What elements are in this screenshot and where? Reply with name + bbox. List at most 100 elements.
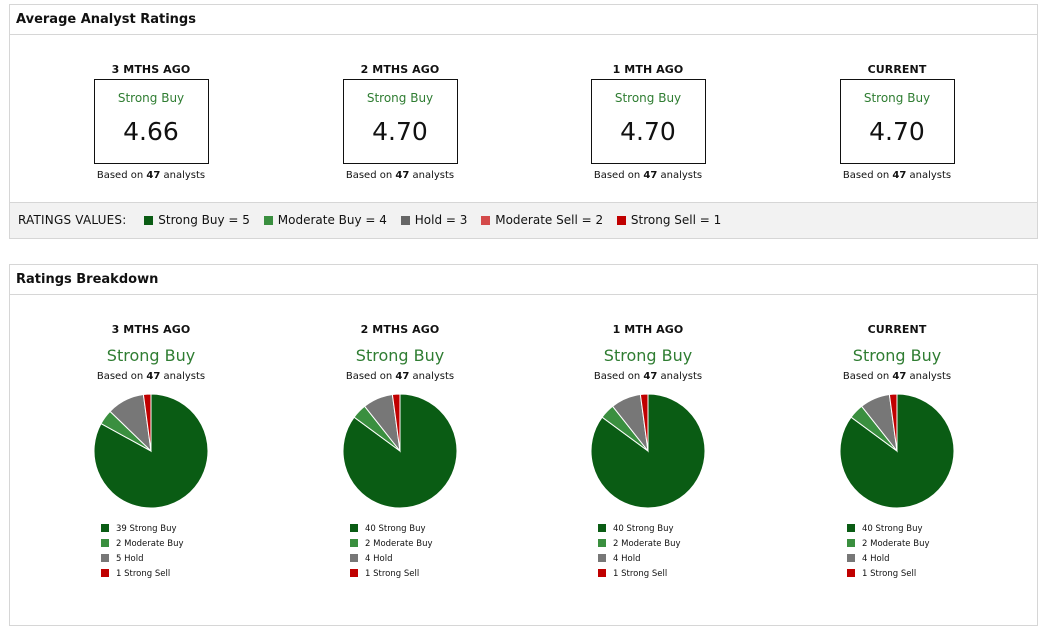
rating-label: Strong Buy <box>117 91 185 105</box>
summary-period-current: CURRENT Strong Buy 4.70 Based on 47 anal… <box>777 63 1017 181</box>
legend-hold: Hold = 3 <box>400 213 467 227</box>
breakdown-period-2m: 2 MTHS AGO Strong Buy Based on 47 analys… <box>280 323 520 582</box>
swatch-icon <box>598 539 606 547</box>
period-label: 2 MTHS AGO <box>360 63 440 76</box>
swatch-icon <box>144 216 154 225</box>
period-label: CURRENT <box>867 323 927 336</box>
rating-box: Strong Buy 4.70 <box>342 79 458 164</box>
based-on-text: Based on 47 analysts <box>842 170 952 181</box>
pie-legend-item: 39 Strong Buy <box>101 522 201 537</box>
period-label: 1 MTH AGO <box>612 63 684 76</box>
period-label: 1 MTH AGO <box>612 323 684 336</box>
breakdown-period-1m: 1 MTH AGO Strong Buy Based on 47 analyst… <box>528 323 768 582</box>
swatch-icon <box>350 569 358 577</box>
swatch-icon <box>263 216 273 225</box>
average-analyst-ratings-panel: Average Analyst Ratings 3 MTHS AGO Stron… <box>9 4 1038 239</box>
consensus-label: Strong Buy <box>106 346 196 365</box>
pie-chart <box>92 392 210 510</box>
swatch-icon <box>101 569 109 577</box>
pie-chart <box>589 392 707 510</box>
swatch-icon <box>847 539 855 547</box>
rating-box: Strong Buy 4.70 <box>590 79 706 164</box>
swatch-icon <box>101 539 109 547</box>
analyst-count: 47 <box>146 170 161 181</box>
period-label: 3 MTHS AGO <box>111 63 191 76</box>
pie-chart-svg <box>93 393 209 509</box>
consensus-label: Strong Buy <box>603 346 693 365</box>
swatch-icon <box>101 524 109 532</box>
pie-legend: 40 Strong Buy 2 Moderate Buy 4 Hold 1 St… <box>350 522 450 582</box>
analyst-count: 47 <box>892 371 907 382</box>
pie-slice-strong-sell <box>888 393 898 452</box>
pie-legend-item: 5 Hold <box>101 552 201 567</box>
pie-legend: 40 Strong Buy 2 Moderate Buy 4 Hold 1 St… <box>598 522 698 582</box>
pie-chart-svg <box>839 393 955 509</box>
analyst-count: 47 <box>892 170 907 181</box>
pie-legend-item: 40 Strong Buy <box>598 522 698 537</box>
rating-label: Strong Buy <box>366 91 434 105</box>
pie-chart-svg <box>590 393 706 509</box>
ratings-values-legend: RATINGS VALUES: Strong Buy = 5 Moderate … <box>10 202 1037 238</box>
legend-moderate-sell: Moderate Sell = 2 <box>481 213 603 227</box>
consensus-label: Strong Buy <box>355 346 445 365</box>
pie-chart <box>838 392 956 510</box>
swatch-icon <box>847 554 855 562</box>
based-on-text: Based on 47 analysts <box>842 371 952 382</box>
pie-chart <box>341 392 459 510</box>
legend-strong-sell: Strong Sell = 1 <box>616 213 721 227</box>
based-on-text: Based on 47 analysts <box>593 170 703 181</box>
pie-legend-item: 2 Moderate Buy <box>350 537 450 552</box>
pie-legend-item: 1 Strong Sell <box>847 567 947 582</box>
swatch-icon <box>598 569 606 577</box>
based-on-text: Based on 47 analysts <box>345 170 455 181</box>
pie-legend-item: 4 Hold <box>847 552 947 567</box>
based-on-text: Based on 47 analysts <box>96 170 206 181</box>
rating-value: 4.70 <box>869 117 925 146</box>
period-label: 2 MTHS AGO <box>360 323 440 336</box>
analyst-count: 47 <box>146 371 161 382</box>
pie-legend-item: 1 Strong Sell <box>350 567 450 582</box>
based-on-text: Based on 47 analysts <box>96 371 206 382</box>
breakdown-period-3m: 3 MTHS AGO Strong Buy Based on 47 analys… <box>31 323 271 582</box>
pie-legend-item: 4 Hold <box>598 552 698 567</box>
swatch-icon <box>847 524 855 532</box>
summary-period-3m: 3 MTHS AGO Strong Buy 4.66 Based on 47 a… <box>31 63 271 181</box>
rating-box: Strong Buy 4.66 <box>93 79 209 164</box>
analyst-count: 47 <box>643 371 658 382</box>
summary-period-1m: 1 MTH AGO Strong Buy 4.70 Based on 47 an… <box>528 63 768 181</box>
average-ratings-title: Average Analyst Ratings <box>10 5 1037 35</box>
pie-legend: 40 Strong Buy 2 Moderate Buy 4 Hold 1 St… <box>847 522 947 582</box>
ratings-values-label: RATINGS VALUES: <box>18 213 127 227</box>
based-on-text: Based on 47 analysts <box>345 371 455 382</box>
swatch-icon <box>350 539 358 547</box>
legend-moderate-buy: Moderate Buy = 4 <box>263 213 387 227</box>
ratings-breakdown-panel: Ratings Breakdown 3 MTHS AGO Strong Buy … <box>9 264 1038 626</box>
breakdown-period-current: CURRENT Strong Buy Based on 47 analysts … <box>777 323 1017 582</box>
pie-slice-strong-sell <box>142 393 152 452</box>
swatch-icon <box>598 554 606 562</box>
ratings-breakdown-title: Ratings Breakdown <box>10 265 1037 295</box>
rating-value: 4.66 <box>123 117 179 146</box>
pie-slice-strong-sell <box>391 393 401 452</box>
swatch-icon <box>847 569 855 577</box>
consensus-label: Strong Buy <box>852 346 942 365</box>
swatch-icon <box>481 216 491 225</box>
pie-legend-item: 40 Strong Buy <box>847 522 947 537</box>
swatch-icon <box>350 524 358 532</box>
swatch-icon <box>350 554 358 562</box>
rating-value: 4.70 <box>372 117 428 146</box>
rating-label: Strong Buy <box>863 91 931 105</box>
analyst-count: 47 <box>643 170 658 181</box>
legend-strong-buy: Strong Buy = 5 <box>144 213 250 227</box>
pie-legend-item: 2 Moderate Buy <box>101 537 201 552</box>
swatch-icon <box>616 216 626 225</box>
pie-legend-item: 1 Strong Sell <box>598 567 698 582</box>
pie-legend-item: 2 Moderate Buy <box>847 537 947 552</box>
pie-legend: 39 Strong Buy 2 Moderate Buy 5 Hold 1 St… <box>101 522 201 582</box>
pie-legend-item: 4 Hold <box>350 552 450 567</box>
rating-box: Strong Buy 4.70 <box>839 79 955 164</box>
swatch-icon <box>598 524 606 532</box>
pie-legend-item: 2 Moderate Buy <box>598 537 698 552</box>
period-label: CURRENT <box>867 63 927 76</box>
rating-value: 4.70 <box>620 117 676 146</box>
